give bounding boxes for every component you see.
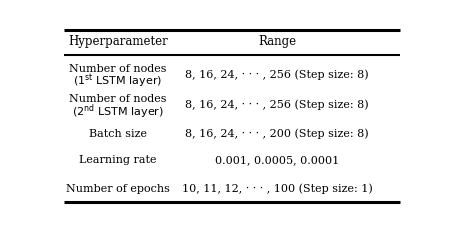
Text: Learning rate: Learning rate	[79, 155, 156, 165]
Text: 0.001, 0.0005, 0.0001: 0.001, 0.0005, 0.0001	[215, 155, 339, 165]
Text: Range: Range	[258, 35, 295, 48]
Text: 8, 16, 24, · · · , 256 (Step size: 8): 8, 16, 24, · · · , 256 (Step size: 8)	[185, 70, 368, 80]
Text: Batch size: Batch size	[88, 129, 147, 139]
Text: 8, 16, 24, · · · , 200 (Step size: 8): 8, 16, 24, · · · , 200 (Step size: 8)	[185, 128, 368, 139]
Text: $(2^{\mathrm{nd}}\ \mathrm{LSTM\ layer})$: $(2^{\mathrm{nd}}\ \mathrm{LSTM\ layer})…	[72, 102, 163, 121]
Text: Number of nodes: Number of nodes	[69, 64, 166, 74]
Text: $(1^{\mathrm{st}}\ \mathrm{LSTM\ layer})$: $(1^{\mathrm{st}}\ \mathrm{LSTM\ layer})…	[73, 72, 162, 90]
Text: Number of epochs: Number of epochs	[66, 184, 170, 194]
Text: Number of nodes: Number of nodes	[69, 94, 166, 104]
Text: 10, 11, 12, · · · , 100 (Step size: 1): 10, 11, 12, · · · , 100 (Step size: 1)	[181, 183, 372, 194]
Text: 8, 16, 24, · · · , 256 (Step size: 8): 8, 16, 24, · · · , 256 (Step size: 8)	[185, 100, 368, 110]
Text: Hyperparameter: Hyperparameter	[68, 35, 167, 48]
